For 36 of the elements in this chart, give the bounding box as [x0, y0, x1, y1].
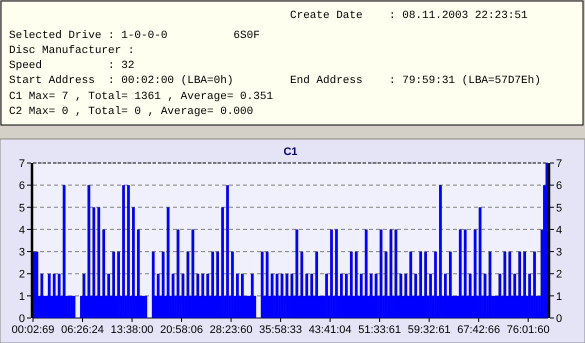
text: Create Date : 08.11.2003 22:23:51	[290, 10, 528, 22]
text: End Address : 79:59:31 (LBA=57D7Eh)	[290, 75, 541, 87]
y-tick-label: 1	[18, 290, 25, 303]
y-tick-label: 2	[18, 268, 25, 281]
text: Selected Drive : 1-0-0-0 6S0F	[9, 30, 260, 42]
y2-tick-label: 5	[556, 202, 562, 214]
y2-tick-label: 3	[556, 246, 562, 259]
y2-tick-label: 0	[556, 313, 562, 325]
y2-tick-label: 6	[556, 180, 562, 192]
y2-tick-label: 1	[556, 290, 562, 303]
text: Speed : 32	[9, 60, 134, 72]
text: C1 Max= 7 , Total= 1361 , Average= 0.351	[9, 91, 274, 103]
y2-tick-label: 7	[556, 158, 562, 170]
x-tick-label: 67:42:66	[457, 324, 500, 336]
x-tick-label: 13:38:00	[110, 324, 154, 336]
y-tick-label: 4	[18, 224, 25, 236]
y2-tick-label: 2	[556, 268, 562, 281]
x-tick-label: 20:58:06	[160, 324, 203, 336]
y2-tick-label: 4	[556, 224, 562, 236]
x-tick-label: 28:23:60	[210, 324, 252, 336]
text: Start Address : 00:02:00 (LBA=0h)	[9, 75, 234, 87]
y-tick-label: 7	[18, 158, 25, 170]
y-tick-label: 0	[18, 313, 25, 325]
y-tick-label: 5	[18, 202, 25, 214]
x-tick-label: 06:26:24	[61, 324, 104, 336]
x-tick-label: 51:33:61	[358, 324, 402, 336]
chart-title: C1	[283, 146, 298, 158]
x-tick-label: 43:41:04	[308, 324, 352, 336]
x-tick-label: 59:32:61	[408, 324, 451, 336]
x-tick-label: 00:02:69	[12, 324, 54, 336]
x-tick-label: 35:58:33	[259, 324, 302, 336]
text: C2 Max= 0 , Total= 0 , Average= 0.000	[9, 106, 254, 118]
text: Disc Manufacturer :	[9, 45, 134, 57]
y-tick-label: 3	[18, 246, 25, 259]
y-tick-label: 6	[18, 180, 25, 192]
x-tick-label: 76:01:60	[506, 324, 550, 336]
